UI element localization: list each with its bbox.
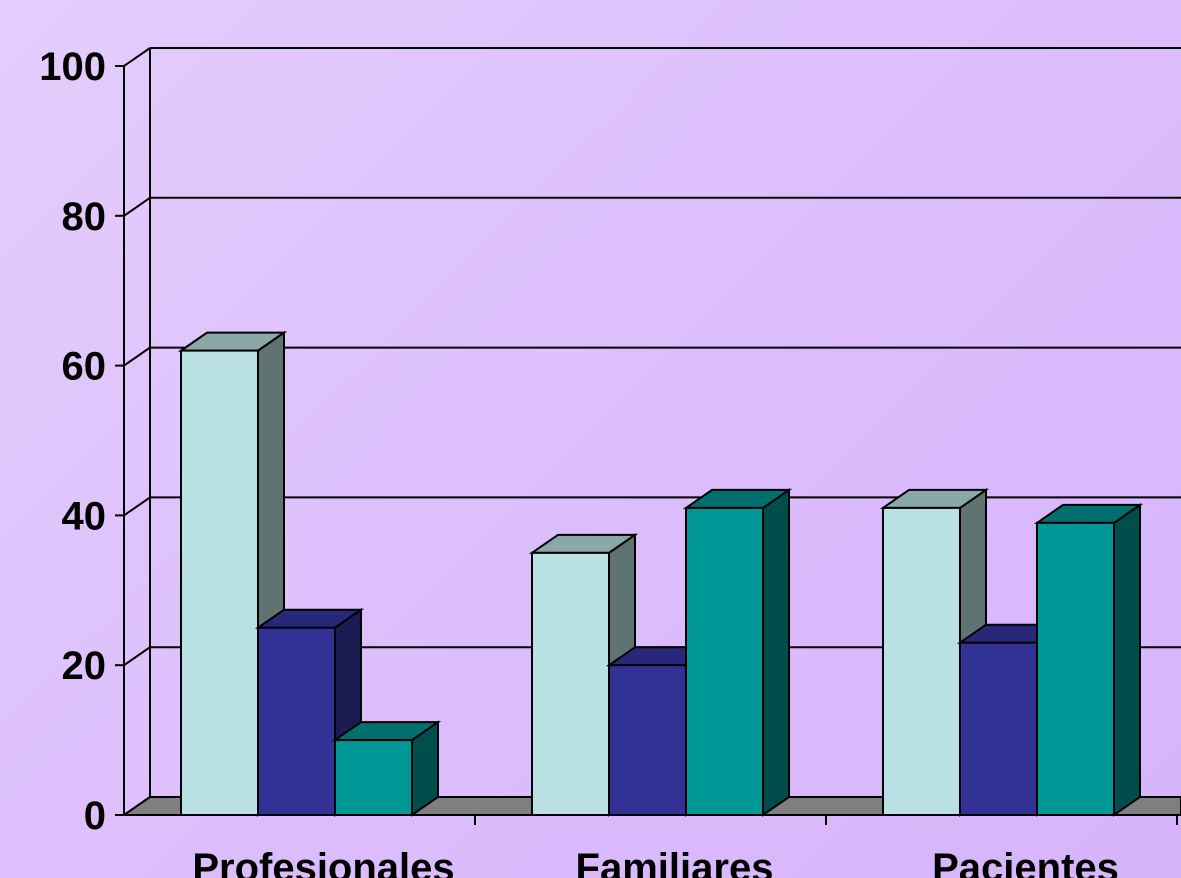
y-tick-label: 100 <box>39 45 106 89</box>
category-label: Familiares <box>576 846 774 878</box>
bar <box>682 488 793 817</box>
bar-front <box>959 641 1038 816</box>
category-label: Profesionales <box>192 846 454 878</box>
bar-front <box>180 349 259 816</box>
bar-front <box>531 551 610 816</box>
y-tick-label: 60 <box>62 345 107 389</box>
y-tick-label: 40 <box>62 494 107 538</box>
y-tick-labels: 0 20 40 60 80 100 <box>39 45 106 838</box>
bar-front <box>334 739 413 816</box>
bar-side <box>1113 502 1141 817</box>
wall-connector <box>123 196 151 217</box>
wall-connector <box>123 346 151 367</box>
bar-side <box>762 488 790 817</box>
wall-connector <box>123 646 151 667</box>
category-label: Pacientes <box>932 846 1119 878</box>
y-tick-label: 20 <box>62 644 107 688</box>
y-tick-label: 0 <box>84 794 106 838</box>
bar-front <box>608 664 687 817</box>
wall-connector <box>123 496 151 517</box>
wall-connector <box>123 47 151 67</box>
category-labels: Profesionales Familiares Pacientes <box>192 846 1119 878</box>
bars <box>177 330 1144 817</box>
bar-front <box>882 506 961 816</box>
bar-front <box>685 506 764 816</box>
bar-front <box>1036 521 1115 816</box>
y-tick-label: 80 <box>62 195 107 239</box>
bar <box>331 720 442 817</box>
bar-front <box>257 626 336 816</box>
bar <box>528 532 639 817</box>
bar <box>1033 502 1144 817</box>
